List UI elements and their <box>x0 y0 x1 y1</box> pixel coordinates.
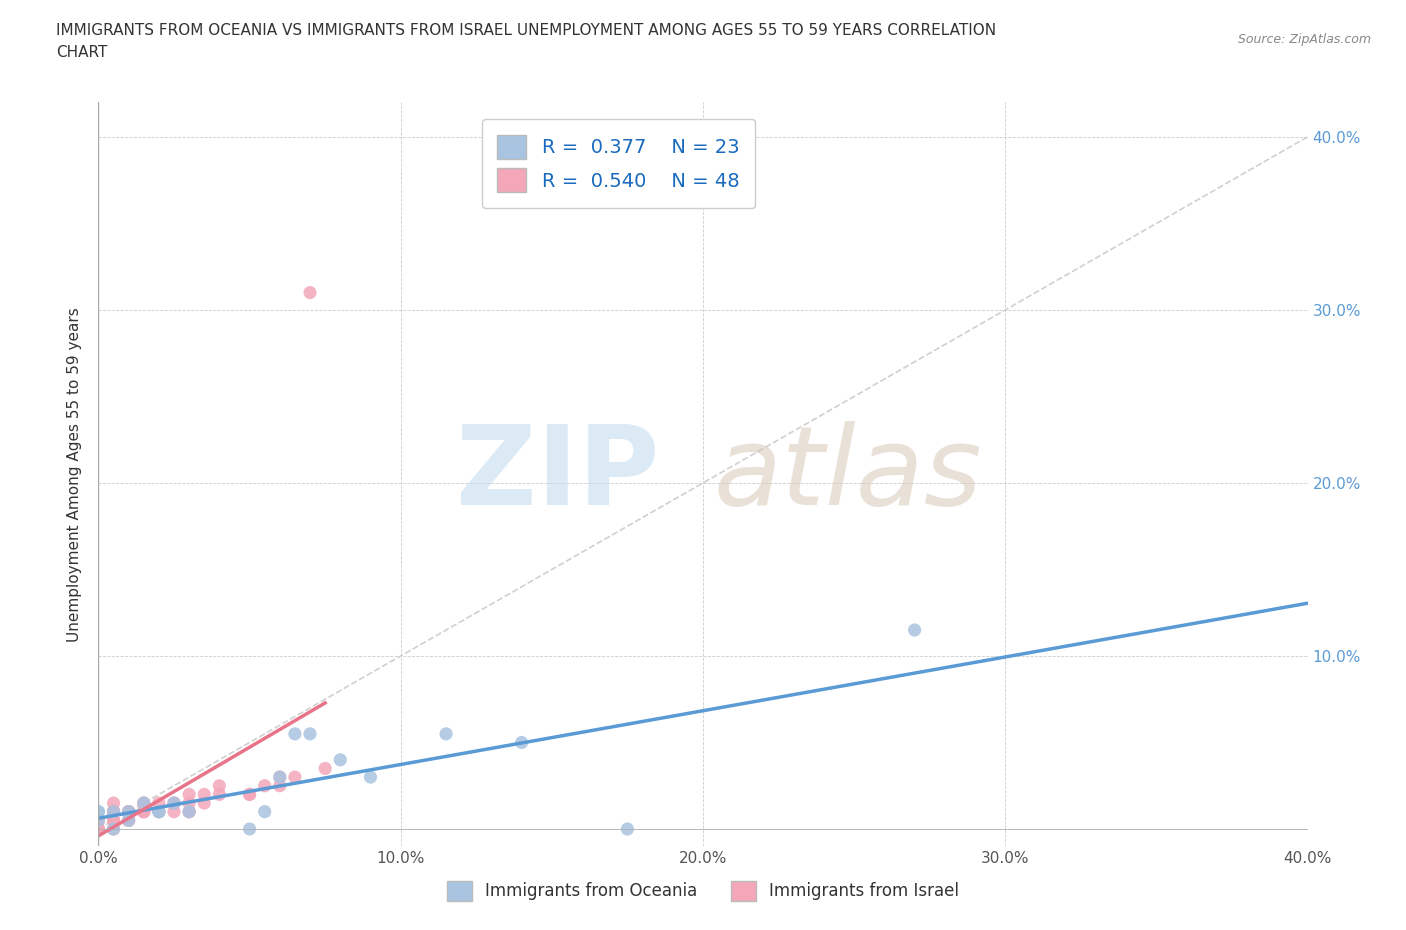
Legend: Immigrants from Oceania, Immigrants from Israel: Immigrants from Oceania, Immigrants from… <box>440 874 966 908</box>
Point <box>284 726 307 741</box>
Point <box>118 804 141 819</box>
Point <box>103 804 125 819</box>
Point <box>87 804 110 819</box>
Point <box>299 726 322 741</box>
Point <box>904 622 927 637</box>
Point <box>253 778 276 793</box>
Point <box>179 787 201 802</box>
Text: ZIP: ZIP <box>456 420 659 528</box>
Point <box>132 804 155 819</box>
Point <box>132 795 155 810</box>
Point <box>103 804 125 819</box>
Point <box>329 752 352 767</box>
Point <box>87 813 110 828</box>
Point <box>193 787 215 802</box>
Point <box>269 778 291 793</box>
Point <box>239 787 262 802</box>
Point <box>616 821 638 836</box>
Point <box>103 813 125 828</box>
Point <box>87 821 110 836</box>
Point <box>163 804 186 819</box>
Point <box>179 804 201 819</box>
Point <box>163 795 186 810</box>
Point <box>132 804 155 819</box>
Point <box>299 286 322 300</box>
Point <box>103 804 125 819</box>
Legend: R =  0.377    N = 23, R =  0.540    N = 48: R = 0.377 N = 23, R = 0.540 N = 48 <box>482 119 755 207</box>
Point <box>103 804 125 819</box>
Point <box>87 813 110 828</box>
Point <box>510 735 533 750</box>
Text: atlas: atlas <box>714 420 983 528</box>
Point <box>163 795 186 810</box>
Point <box>87 813 110 828</box>
Point <box>239 787 262 802</box>
Point <box>87 813 110 828</box>
Point <box>103 813 125 828</box>
Point <box>132 795 155 810</box>
Point <box>103 795 125 810</box>
Point <box>148 804 170 819</box>
Point <box>132 804 155 819</box>
Point <box>87 813 110 828</box>
Text: CHART: CHART <box>56 45 108 60</box>
Text: IMMIGRANTS FROM OCEANIA VS IMMIGRANTS FROM ISRAEL UNEMPLOYMENT AMONG AGES 55 TO : IMMIGRANTS FROM OCEANIA VS IMMIGRANTS FR… <box>56 23 997 38</box>
Point <box>118 804 141 819</box>
Point <box>118 804 141 819</box>
Point <box>118 804 141 819</box>
Point <box>87 821 110 836</box>
Point <box>239 821 262 836</box>
Point <box>163 795 186 810</box>
Point <box>179 795 201 810</box>
Point <box>118 804 141 819</box>
Point <box>314 761 336 776</box>
Point <box>103 813 125 828</box>
Point <box>87 804 110 819</box>
Text: Source: ZipAtlas.com: Source: ZipAtlas.com <box>1237 33 1371 46</box>
Point <box>103 804 125 819</box>
Point <box>434 726 457 741</box>
Point <box>148 804 170 819</box>
Point <box>179 804 201 819</box>
Point <box>148 804 170 819</box>
Point <box>148 804 170 819</box>
Point <box>269 770 291 785</box>
Point <box>118 813 141 828</box>
Point <box>132 795 155 810</box>
Point <box>148 795 170 810</box>
Point <box>103 821 125 836</box>
Point <box>118 813 141 828</box>
Y-axis label: Unemployment Among Ages 55 to 59 years: Unemployment Among Ages 55 to 59 years <box>67 307 83 642</box>
Point <box>269 770 291 785</box>
Point <box>193 795 215 810</box>
Point <box>118 813 141 828</box>
Point <box>284 770 307 785</box>
Point <box>208 787 231 802</box>
Point <box>253 804 276 819</box>
Point <box>179 804 201 819</box>
Point <box>208 778 231 793</box>
Point <box>360 770 382 785</box>
Point <box>103 821 125 836</box>
